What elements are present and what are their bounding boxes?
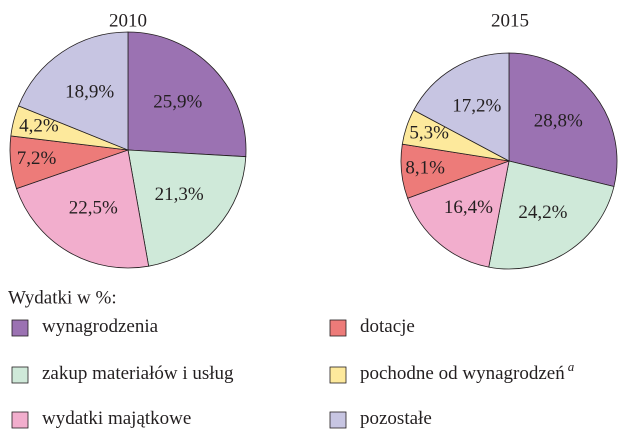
data-label: 17,2%: [452, 96, 501, 117]
legend-swatch: [329, 366, 347, 384]
data-label: 22,5%: [69, 197, 118, 218]
legend-text: pozostałe: [360, 408, 432, 429]
legend-note-mark: a: [568, 359, 575, 374]
chart-title: 2015: [491, 10, 529, 31]
legend-title: Wydatki w %:: [8, 287, 117, 308]
data-label: 7,2%: [17, 148, 57, 169]
legend-swatch: [11, 366, 29, 384]
legend-text: pochodne od wynagrodzeń: [360, 363, 565, 384]
legend-swatch: [329, 411, 347, 429]
legend-swatch: [329, 319, 347, 337]
data-label: 18,9%: [65, 82, 114, 103]
legend-text: wydatki majątkowe: [42, 408, 191, 429]
pie-slice: [127, 149, 247, 267]
data-label: 4,2%: [19, 115, 59, 136]
pie-slice: [18, 31, 129, 151]
legend-swatch: [11, 319, 29, 337]
pie-slice: [127, 31, 247, 158]
data-label: 5,3%: [409, 123, 449, 144]
pie-slice: [15, 149, 150, 269]
pie-slice: [508, 52, 618, 188]
legend-text: wynagrodzenia: [42, 316, 159, 337]
pie-slice: [488, 160, 615, 270]
data-label: 24,2%: [518, 202, 567, 223]
pie-slice: [413, 52, 510, 162]
legend-label: wydatki majątkowe: [42, 408, 191, 429]
pie-slice: [407, 160, 510, 268]
data-label: 25,9%: [153, 91, 202, 112]
legend-label: wynagrodzenia: [42, 316, 159, 337]
chart-title: 2010: [109, 10, 147, 31]
legend-label: pozostałe: [360, 408, 432, 429]
legend-text: dotacje: [360, 316, 415, 337]
legend-label: dotacje: [360, 316, 415, 337]
legend-label: pochodne od wynagrodzeń a: [360, 359, 575, 384]
data-label: 16,4%: [444, 197, 493, 218]
data-label: 21,3%: [155, 184, 204, 205]
legend-swatch: [11, 411, 29, 429]
legend-label: zakup materiałów i usług: [42, 363, 234, 384]
data-label: 8,1%: [405, 158, 445, 179]
legend-text: zakup materiałów i usług: [42, 363, 234, 384]
data-label: 28,8%: [534, 111, 583, 132]
